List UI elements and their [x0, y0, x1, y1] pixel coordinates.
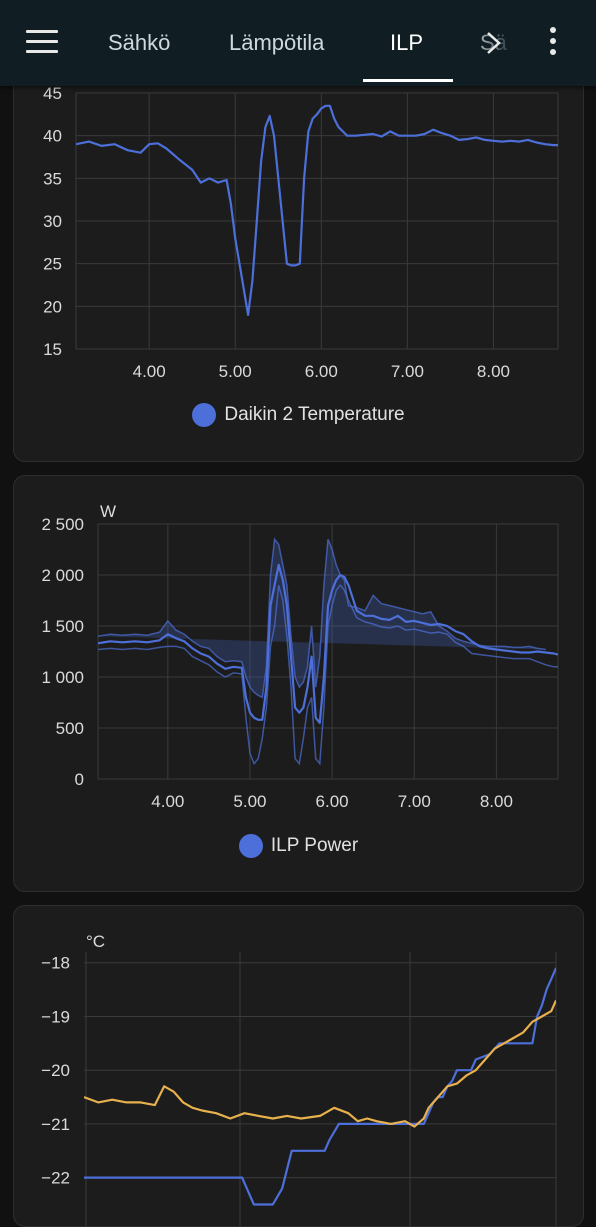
- chevron-right-icon[interactable]: [478, 28, 508, 58]
- chart-legend[interactable]: Daikin 2 Temperature: [14, 403, 583, 427]
- y-tick-label: 25: [43, 255, 62, 274]
- temperature-chart-card: 15 20 25 30 35 40 45 4.00 5.00 6.00 7.00 8.00 Daiki…: [13, 20, 584, 462]
- y-axis-unit-label: W: [100, 502, 116, 521]
- app-toolbar: Sähkö Lämpötila ILP Sä: [0, 0, 596, 86]
- series-line: [84, 999, 556, 1128]
- legend-label: Daikin 2 Temperature: [224, 404, 405, 425]
- series-line-0: [84, 967, 556, 1206]
- y-tick-label: −18: [41, 954, 70, 973]
- outdoor-temperature-chart: −22 −21 −20 −19 −18 °C: [41, 932, 557, 1226]
- x-tick-label: 6.00: [305, 362, 338, 381]
- x-tick-label: 7.00: [391, 362, 424, 381]
- y-tick-label: −19: [41, 1007, 70, 1026]
- y-tick-label: 1 500: [41, 617, 84, 636]
- y-tick-label: 1 000: [41, 668, 84, 687]
- series-daikin-2-temperature: [76, 104, 558, 316]
- grid-lines: [84, 952, 557, 1226]
- series-line: [98, 563, 558, 724]
- series-line-1: [84, 999, 556, 1128]
- y-tick-label: 0: [75, 770, 84, 789]
- y-axis-unit-label: °C: [86, 932, 105, 951]
- more-vertical-icon[interactable]: [540, 27, 566, 59]
- y-tick-label: 2 500: [41, 515, 84, 534]
- series-ilp-power: [98, 537, 558, 766]
- x-tick-label: 6.00: [316, 792, 349, 811]
- active-tab-indicator: [363, 79, 453, 82]
- power-chart: 0 500 1 000 1 500 2 000 2 500 4.00 5.00 6.00 7.00…: [41, 502, 559, 811]
- chart-legend[interactable]: ILP Power: [14, 834, 583, 858]
- y-tick-label: −21: [41, 1115, 70, 1134]
- y-tick-label: 45: [43, 84, 62, 103]
- y-tick-label: 20: [43, 297, 62, 316]
- temperature-chart: 15 20 25 30 35 40 45 4.00 5.00 6.00 7.00 8.00: [43, 84, 559, 381]
- grid-lines: [75, 92, 559, 350]
- x-tick-label: 4.00: [133, 362, 166, 381]
- legend-label: ILP Power: [270, 835, 359, 856]
- tab-ilp[interactable]: ILP: [390, 30, 424, 55]
- x-tick-label: 8.00: [480, 792, 513, 811]
- y-tick-label: 30: [43, 212, 62, 231]
- max-line: [98, 537, 546, 699]
- series-line: [84, 967, 556, 1206]
- y-tick-label: 40: [43, 127, 62, 146]
- x-tick-label: 5.00: [233, 792, 266, 811]
- x-tick-label: 8.00: [477, 362, 510, 381]
- y-tick-label: −22: [41, 1169, 70, 1188]
- series-line: [76, 104, 558, 316]
- y-tick-label: 2 000: [41, 566, 84, 585]
- legend-color-dot: [238, 834, 263, 858]
- y-tick-label: 500: [56, 719, 84, 738]
- y-tick-label: −20: [41, 1061, 70, 1080]
- tab-sahko[interactable]: Sähkö: [108, 30, 171, 55]
- y-tick-label: 35: [43, 169, 62, 188]
- min-line: [98, 584, 558, 766]
- hamburger-menu-icon[interactable]: [26, 30, 58, 56]
- x-tick-label: 5.00: [219, 362, 252, 381]
- outdoor-temperature-chart-card: −22 −21 −20 −19 −18 °C: [13, 905, 584, 1227]
- power-chart-card: 0 500 1 000 1 500 2 000 2 500 4.00 5.00 6.00 7.00…: [13, 475, 584, 892]
- tab-lampotila[interactable]: Lämpötila: [229, 30, 325, 55]
- x-tick-label: 7.00: [398, 792, 431, 811]
- legend-color-dot: [192, 403, 217, 427]
- x-tick-label: 4.00: [151, 792, 184, 811]
- y-tick-label: 15: [43, 340, 62, 359]
